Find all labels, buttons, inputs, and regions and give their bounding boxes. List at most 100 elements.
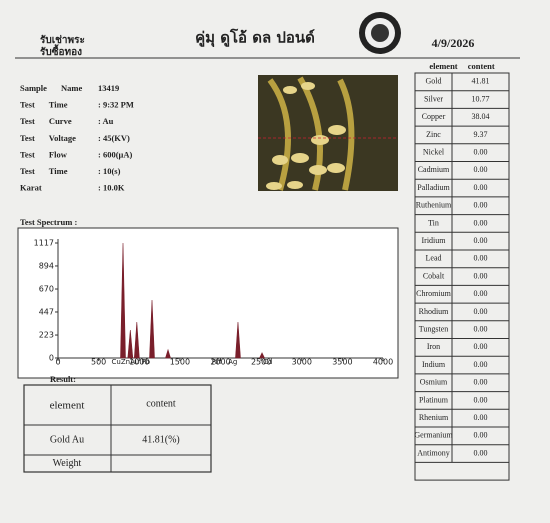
element-name: Tungsten — [419, 324, 449, 333]
element-content: 0.00 — [474, 395, 488, 404]
x-tick-label: 2500 — [251, 358, 271, 367]
result-frame — [23, 384, 212, 473]
y-tick-label: 223 — [39, 331, 54, 340]
element-content: 0.00 — [474, 342, 488, 351]
element-content: 0.00 — [474, 236, 488, 245]
element-name: Rhenium — [419, 413, 449, 422]
info-label: Test Voltage — [20, 133, 76, 143]
peak — [120, 242, 126, 359]
info-label: Test Time — [20, 100, 68, 110]
element-name: Zinc — [426, 130, 441, 139]
peak-label: Ag — [228, 358, 237, 366]
x-tick-label: 3500 — [332, 358, 352, 367]
element-name: Gold — [426, 77, 442, 86]
peak — [149, 300, 155, 359]
spectrum-frame — [17, 227, 399, 379]
element-content: 41.81 — [472, 77, 490, 86]
element-name: Indium — [422, 360, 446, 369]
element-content: 10.77 — [472, 94, 490, 103]
info-value: : 10(s) — [98, 166, 121, 176]
x-tick-label: 0 — [55, 358, 60, 367]
header-date: 4/9/2026 — [432, 36, 475, 50]
result-cell: 41.81(%) — [142, 434, 180, 445]
x-tick-label: 4000 — [373, 358, 393, 367]
info-label: Test Curve — [20, 116, 72, 126]
element-content: 0.00 — [474, 360, 488, 369]
header-title: คู่มุ ดูโอ้ ดล ปอนด์ — [195, 28, 315, 48]
element-name: Platinum — [419, 395, 449, 404]
element-name: Iron — [427, 342, 440, 351]
y-tick-label: 1117 — [34, 239, 54, 248]
element-content: 0.00 — [474, 431, 488, 440]
element-content: 0.00 — [474, 165, 488, 174]
element-name: Chromium — [416, 289, 451, 298]
peak — [259, 352, 265, 359]
peak — [127, 329, 134, 359]
info-value: : 600(μA) — [98, 149, 132, 159]
elements-frame — [414, 72, 510, 481]
header-note: รับเช่าพระ — [40, 34, 85, 46]
x-tick-label: 1000 — [129, 358, 149, 367]
element-content: 0.00 — [474, 448, 488, 457]
result-header: element — [50, 400, 85, 412]
element-content: 38.04 — [472, 112, 490, 121]
element-content: 0.00 — [474, 378, 488, 387]
info-label: Test Time — [20, 166, 68, 176]
info-label: Karat — [20, 183, 42, 193]
element-name: Cobalt — [423, 271, 445, 280]
info-label: Test Flow — [20, 149, 68, 159]
element-name: Lead — [426, 254, 442, 263]
element-name: Nickel — [423, 147, 445, 156]
info-value: : 45(KV) — [98, 133, 130, 143]
element-name: Rhodium — [419, 307, 450, 316]
elements-header: element content — [429, 61, 495, 71]
x-tick-label: 1500 — [170, 358, 190, 367]
peak — [235, 321, 241, 359]
element-content: 0.00 — [474, 218, 488, 227]
element-name: Silver — [424, 94, 443, 103]
x-tick-label: 500 — [91, 358, 106, 367]
peak — [165, 348, 171, 359]
spectrum-title: Test Spectrum : — [20, 217, 77, 227]
peak-label: CuZnAu — [112, 358, 140, 366]
element-content: 0.00 — [474, 307, 488, 316]
y-tick-label: 894 — [39, 261, 54, 270]
y-tick-label: 0 — [49, 354, 54, 363]
result-header: content — [146, 398, 176, 409]
logo — [359, 12, 401, 54]
element-name: Iridium — [422, 236, 447, 245]
element-content: 0.00 — [474, 183, 488, 192]
element-content: 0.00 — [474, 201, 488, 210]
y-tick-label: 447 — [39, 307, 54, 316]
element-name: Palladium — [417, 183, 450, 192]
peak-label: Rh — [212, 358, 221, 366]
element-content: 0.00 — [474, 254, 488, 263]
x-tick-label: 3000 — [292, 358, 312, 367]
element-content: 0.00 — [474, 289, 488, 298]
peak-label: Pb — [141, 358, 150, 366]
element-name: Germanium — [414, 431, 453, 440]
element-content: 9.37 — [474, 130, 488, 139]
result-cell: Gold Au — [50, 434, 84, 445]
element-content: 0.00 — [474, 147, 488, 156]
info-value: : 10.0K — [98, 183, 125, 193]
element-content: 0.00 — [474, 324, 488, 333]
photo — [258, 75, 398, 191]
element-name: Copper — [422, 112, 446, 121]
element-name: Cadmium — [418, 165, 450, 174]
element-name: Tin — [428, 218, 439, 227]
result-title: Result: — [50, 374, 76, 384]
peak — [133, 321, 140, 359]
info-value: : 9:32 PM — [98, 100, 134, 110]
element-name: Antimony — [417, 448, 449, 457]
result-cell: Weight — [53, 458, 82, 469]
element-name: Osmium — [420, 378, 448, 387]
element-content: 0.00 — [474, 271, 488, 280]
info-value: 13419 — [98, 83, 119, 93]
element-content: 0.00 — [474, 413, 488, 422]
info-label: Sample Name — [20, 83, 83, 93]
element-name: Ruthenium — [416, 201, 452, 210]
peak-label: Cd — [263, 358, 272, 366]
info-value: : Au — [98, 116, 114, 126]
